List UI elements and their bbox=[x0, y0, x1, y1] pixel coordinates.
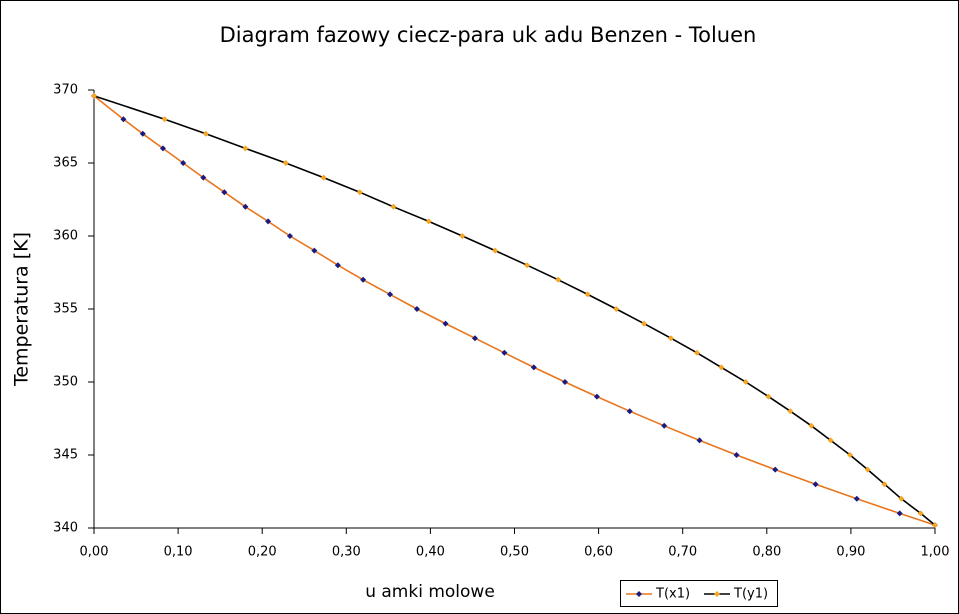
point bbox=[360, 276, 367, 283]
x-tick-label: 0,10 bbox=[164, 545, 193, 560]
series-line bbox=[93, 95, 936, 526]
point bbox=[356, 189, 363, 196]
point bbox=[390, 203, 397, 210]
y-tick-label: 365 bbox=[53, 156, 78, 171]
point bbox=[787, 408, 794, 415]
point bbox=[696, 437, 703, 444]
point bbox=[413, 306, 420, 312]
x-tick-label: 0,30 bbox=[332, 545, 361, 560]
x-tick-label: 0,20 bbox=[248, 545, 277, 560]
point bbox=[221, 189, 228, 196]
point bbox=[282, 160, 289, 166]
point bbox=[584, 291, 591, 298]
point bbox=[501, 349, 508, 356]
point bbox=[733, 452, 740, 458]
legend-label: T(x1) bbox=[655, 587, 690, 602]
point bbox=[139, 130, 146, 137]
point bbox=[555, 276, 562, 283]
point bbox=[853, 495, 860, 502]
point bbox=[387, 291, 394, 298]
point bbox=[286, 233, 293, 239]
point bbox=[917, 510, 924, 517]
point bbox=[524, 262, 531, 269]
x-tick-label: 0,70 bbox=[668, 545, 697, 560]
x-tick-label: 0,40 bbox=[416, 545, 445, 560]
point bbox=[242, 203, 249, 210]
point bbox=[561, 379, 568, 385]
point bbox=[847, 452, 854, 458]
point bbox=[202, 130, 209, 137]
point bbox=[661, 422, 668, 429]
x-axis-label: u amki molowe bbox=[365, 582, 495, 602]
point bbox=[471, 335, 478, 342]
x-tick-label: 0,80 bbox=[752, 545, 781, 560]
point bbox=[812, 481, 819, 488]
y-tick-label: 360 bbox=[53, 229, 78, 244]
point bbox=[593, 393, 600, 400]
point bbox=[718, 364, 725, 371]
y-tick-label: 340 bbox=[53, 521, 78, 536]
series-line bbox=[93, 95, 936, 526]
point bbox=[667, 335, 674, 342]
point bbox=[91, 92, 97, 99]
point bbox=[765, 393, 772, 400]
point bbox=[334, 262, 341, 269]
y-tick-label: 355 bbox=[53, 302, 78, 317]
legend-marker bbox=[714, 591, 720, 597]
legend-marker bbox=[636, 591, 642, 597]
point bbox=[180, 160, 187, 166]
point bbox=[442, 320, 449, 327]
y-tick-label: 370 bbox=[53, 83, 78, 98]
chart-title: Diagram fazowy ciecz-para uk adu Benzen … bbox=[220, 23, 757, 47]
point bbox=[265, 218, 272, 225]
point bbox=[459, 233, 466, 239]
point bbox=[932, 522, 938, 529]
y-tick-label: 350 bbox=[53, 375, 78, 390]
point bbox=[311, 247, 318, 254]
point bbox=[613, 306, 620, 312]
point bbox=[742, 379, 749, 385]
x-tick-label: 1,00 bbox=[921, 545, 950, 560]
point bbox=[120, 116, 127, 123]
x-tick-label: 0,00 bbox=[80, 545, 109, 560]
y-tick-label: 345 bbox=[53, 448, 78, 463]
point bbox=[530, 364, 537, 371]
point bbox=[242, 145, 249, 152]
point bbox=[159, 145, 166, 152]
x-tick-label: 0,50 bbox=[500, 545, 529, 560]
point bbox=[320, 174, 327, 181]
x-tick-label: 0,60 bbox=[584, 545, 613, 560]
point bbox=[626, 408, 633, 415]
point bbox=[425, 218, 432, 225]
point bbox=[808, 422, 815, 429]
legend-label: T(y1) bbox=[733, 587, 768, 602]
point bbox=[896, 510, 903, 517]
point bbox=[881, 481, 888, 488]
point bbox=[641, 320, 648, 327]
point bbox=[693, 349, 700, 356]
y-axis-label: Temperatura [K] bbox=[11, 232, 33, 387]
point bbox=[827, 437, 834, 444]
x-tick-label: 0,90 bbox=[836, 545, 865, 560]
point bbox=[200, 174, 207, 181]
point bbox=[772, 466, 779, 473]
point bbox=[864, 466, 871, 473]
point bbox=[898, 495, 905, 502]
point bbox=[492, 247, 499, 254]
point bbox=[161, 116, 168, 123]
